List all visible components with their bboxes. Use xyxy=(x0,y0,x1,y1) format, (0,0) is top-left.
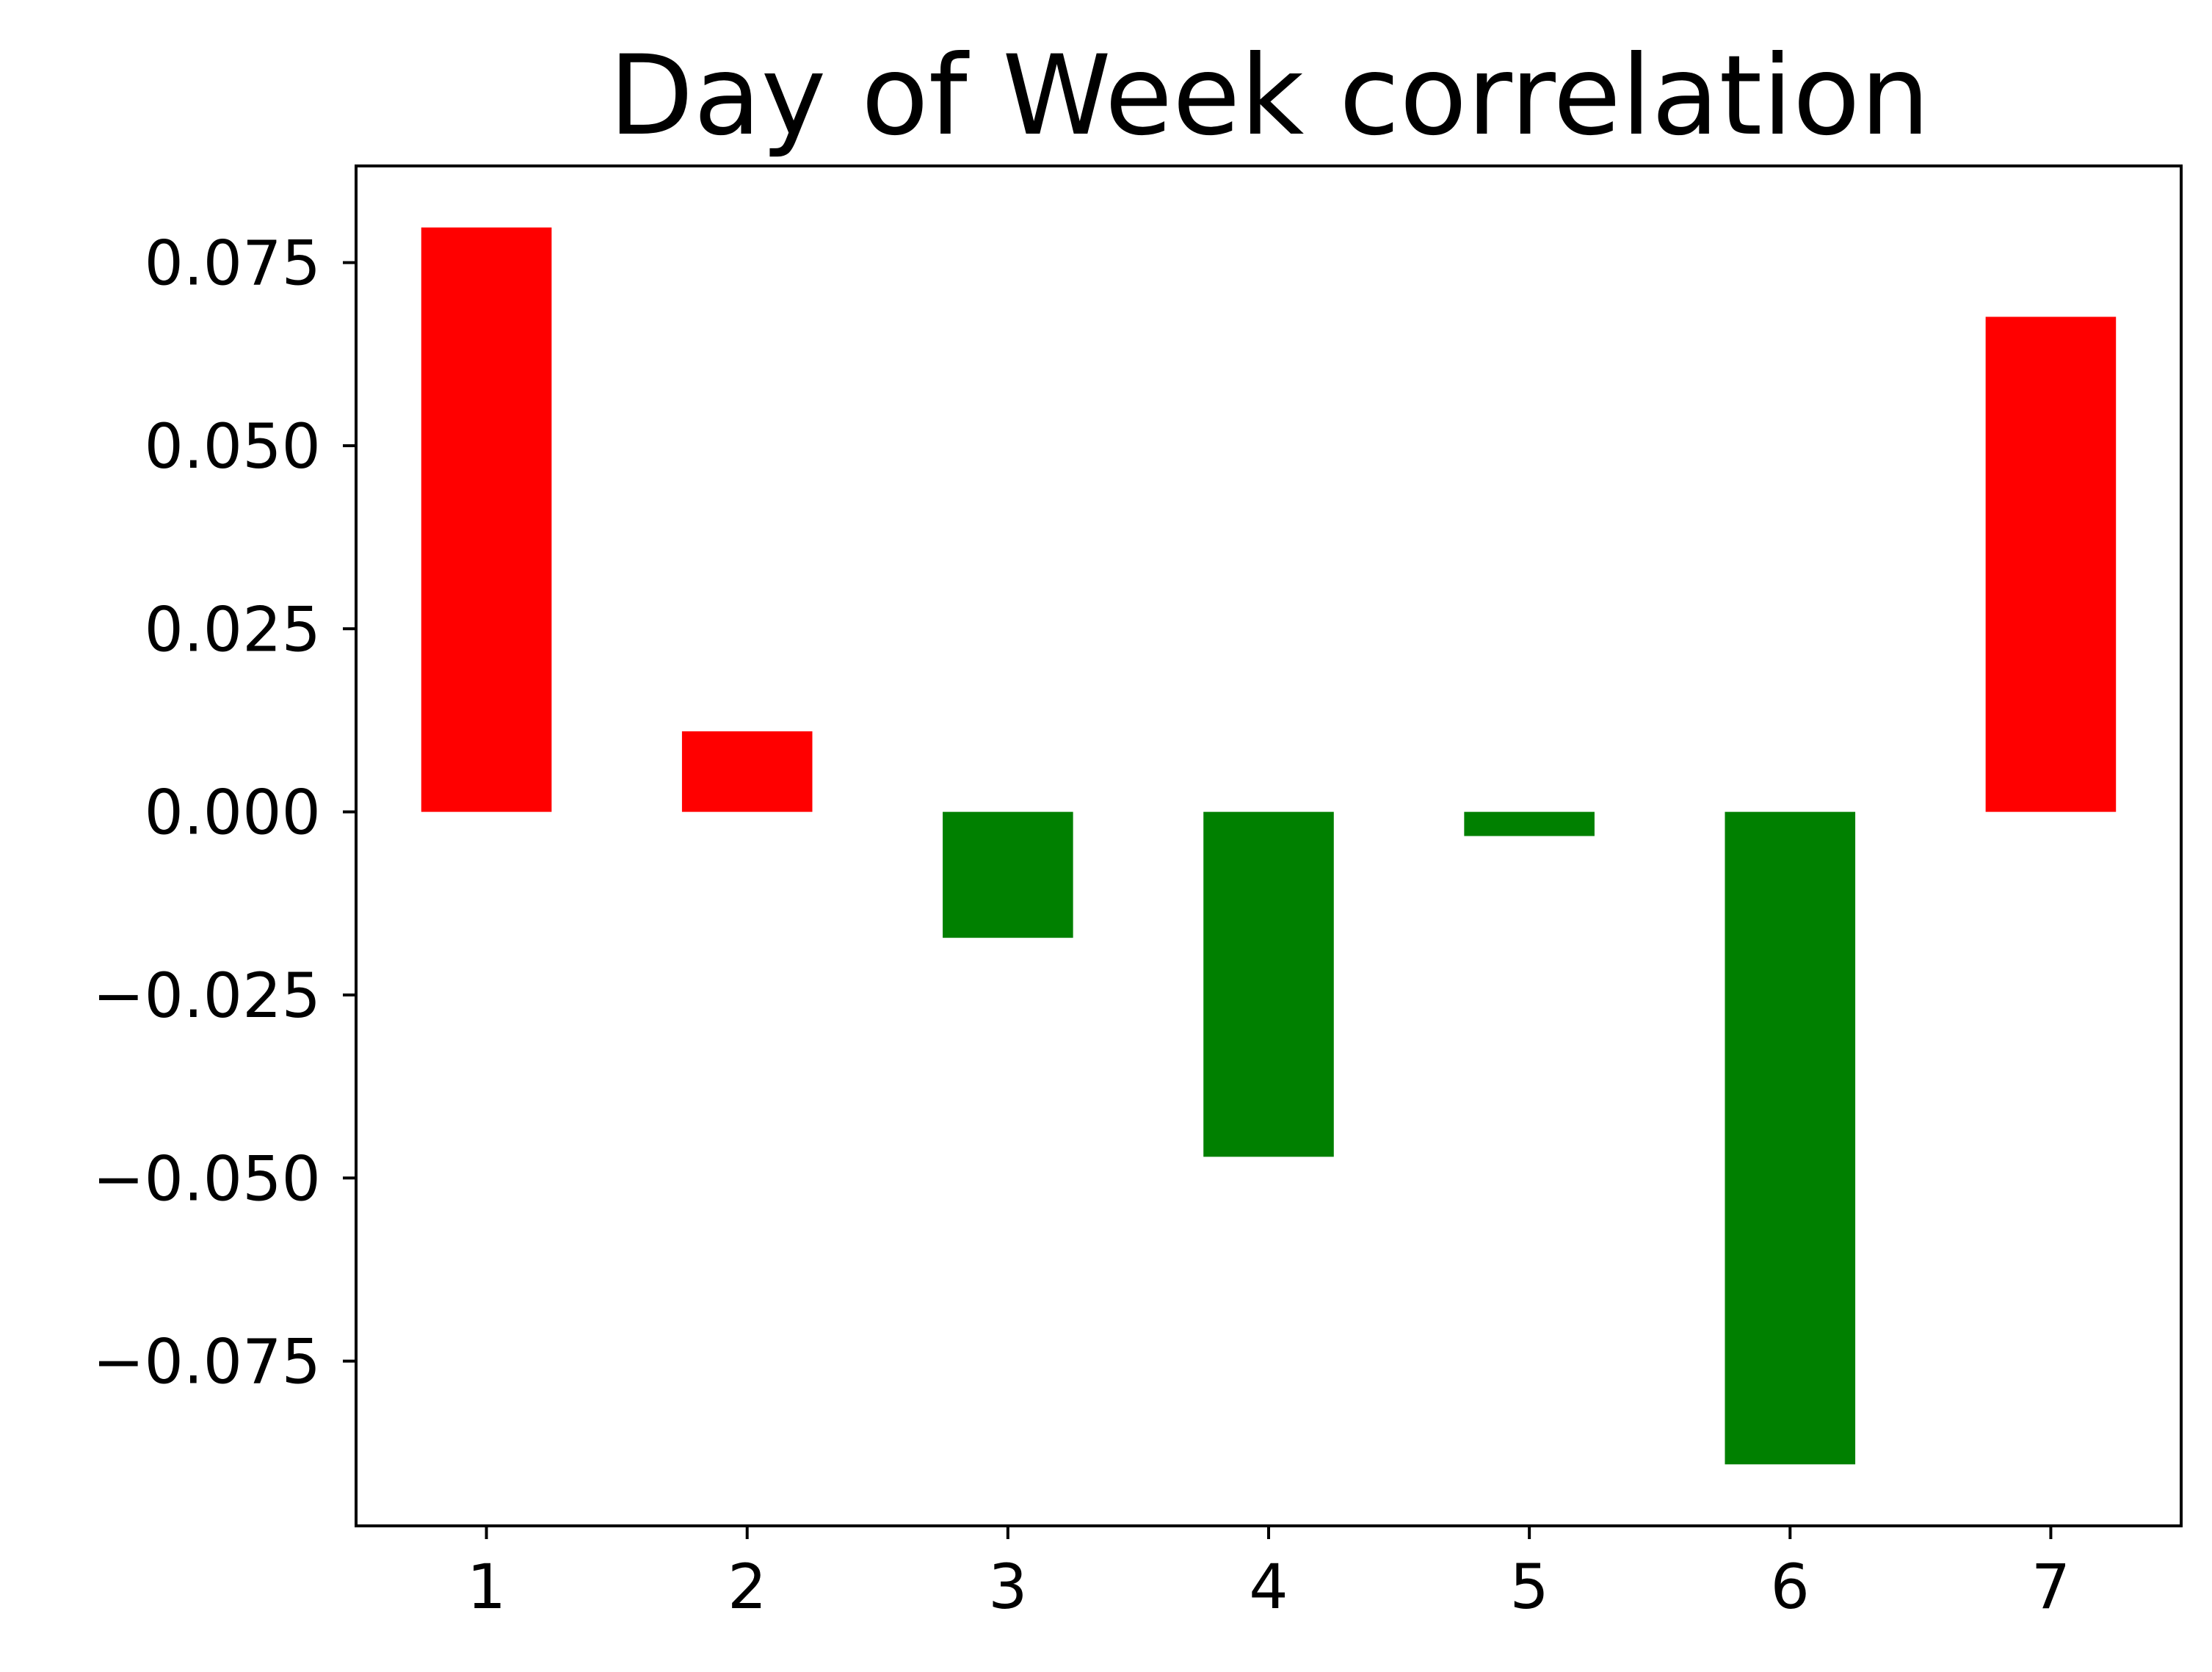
y-tick-label-1: −0.050 xyxy=(93,1143,321,1215)
x-tick-label-5: 5 xyxy=(1509,1551,1548,1623)
x-tick-label-7: 7 xyxy=(2031,1551,2070,1623)
y-tick-label-5: 0.050 xyxy=(145,410,321,482)
x-tick-label-4: 4 xyxy=(1249,1551,1288,1623)
bar-2 xyxy=(681,731,813,812)
x-tick-label-6: 6 xyxy=(1771,1551,1810,1623)
y-tick-label-4: 0.025 xyxy=(145,593,321,665)
chart-title: Day of Week correlation xyxy=(609,32,1930,160)
bars-layer xyxy=(421,227,2117,1465)
x-tick-label-1: 1 xyxy=(467,1551,506,1623)
bar-7 xyxy=(1985,316,2117,812)
bar-1 xyxy=(421,227,552,812)
y-tick-label-3: 0.000 xyxy=(145,777,321,849)
y-tick-label-0: −0.075 xyxy=(93,1326,321,1398)
bar-6 xyxy=(1725,811,1856,1465)
y-tick-label-6: 0.075 xyxy=(145,228,321,300)
bar-4 xyxy=(1203,811,1334,1157)
plot-area-frame xyxy=(355,164,2183,1527)
x-tick-label-3: 3 xyxy=(988,1551,1027,1623)
y-tick-label-2: −0.025 xyxy=(93,960,321,1032)
axes-layer: 1 2 3 4 5 6 7 −0.075 −0.050 −0.025 0.000 0.025 0.050… xyxy=(93,228,2070,1623)
x-tick-label-2: 2 xyxy=(728,1551,766,1623)
bar-5 xyxy=(1464,811,1595,836)
bar-3 xyxy=(943,811,1073,938)
